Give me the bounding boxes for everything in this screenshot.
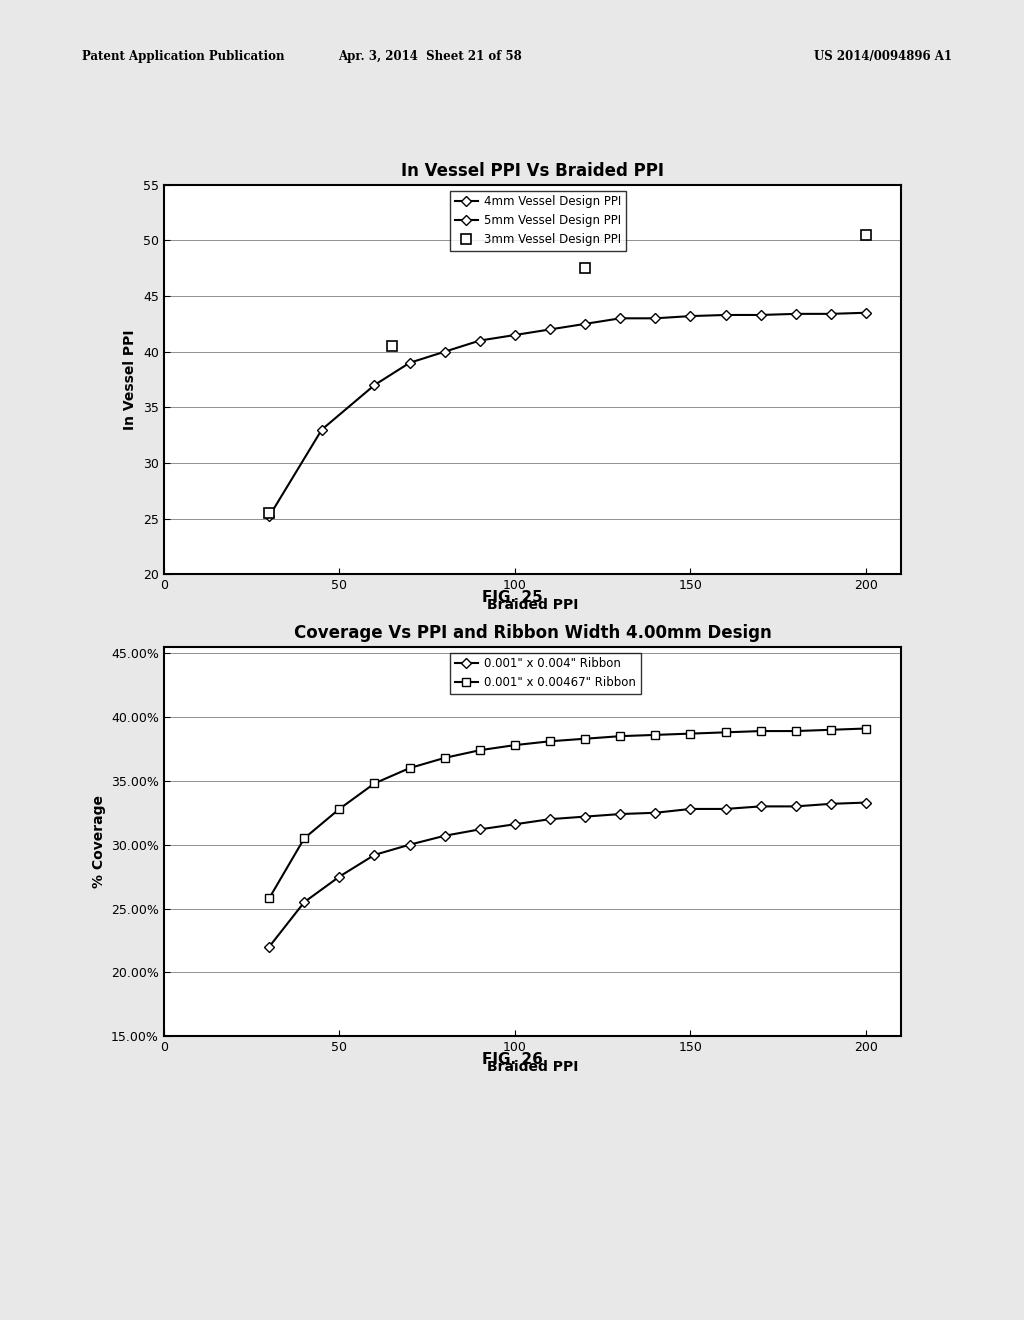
- 4mm Vessel Design PPI: [720, 308, 732, 323]
- 0.001" x 0.00467" Ribbon: [333, 801, 345, 817]
- X-axis label: Braided PPI: Braided PPI: [486, 598, 579, 611]
- 4mm Vessel Design PPI: [649, 310, 662, 326]
- 4mm Vessel Design PPI: [474, 333, 486, 348]
- 4mm Vessel Design PPI: [369, 378, 381, 393]
- Text: FIG. 25: FIG. 25: [481, 590, 543, 605]
- 3mm Vessel Design PPI: [579, 260, 591, 276]
- Text: Apr. 3, 2014  Sheet 21 of 58: Apr. 3, 2014 Sheet 21 of 58: [338, 50, 522, 63]
- 4mm Vessel Design PPI: [824, 306, 837, 322]
- 4mm Vessel Design PPI: [860, 305, 872, 321]
- Text: FIG. 26: FIG. 26: [481, 1052, 543, 1067]
- 0.001" x 0.00467" Ribbon: [614, 729, 627, 744]
- 0.001" x 0.004" Ribbon: [614, 807, 627, 822]
- 3mm Vessel Design PPI: [386, 338, 398, 354]
- 4mm Vessel Design PPI: [614, 310, 627, 326]
- Legend: 0.001" x 0.004" Ribbon, 0.001" x 0.00467" Ribbon: 0.001" x 0.004" Ribbon, 0.001" x 0.00467…: [450, 652, 641, 694]
- 0.001" x 0.004" Ribbon: [684, 801, 696, 817]
- 0.001" x 0.004" Ribbon: [579, 809, 591, 825]
- 4mm Vessel Design PPI: [509, 327, 521, 343]
- Y-axis label: In Vessel PPI: In Vessel PPI: [124, 329, 137, 430]
- Text: US 2014/0094896 A1: US 2014/0094896 A1: [814, 50, 952, 63]
- 0.001" x 0.00467" Ribbon: [474, 742, 486, 758]
- Line: 3mm Vessel Design PPI: 3mm Vessel Design PPI: [264, 230, 870, 517]
- 0.001" x 0.00467" Ribbon: [684, 726, 696, 742]
- 0.001" x 0.004" Ribbon: [298, 894, 310, 909]
- 4mm Vessel Design PPI: [544, 322, 556, 338]
- 0.001" x 0.00467" Ribbon: [649, 727, 662, 743]
- 4mm Vessel Design PPI: [755, 308, 767, 323]
- 0.001" x 0.00467" Ribbon: [369, 775, 381, 791]
- 0.001" x 0.004" Ribbon: [720, 801, 732, 817]
- 0.001" x 0.004" Ribbon: [369, 847, 381, 863]
- 0.001" x 0.004" Ribbon: [263, 939, 275, 954]
- 3mm Vessel Design PPI: [860, 227, 872, 243]
- 0.001" x 0.00467" Ribbon: [403, 760, 416, 776]
- 0.001" x 0.00467" Ribbon: [438, 750, 451, 766]
- 4mm Vessel Design PPI: [403, 355, 416, 371]
- Line: 0.001" x 0.004" Ribbon: 0.001" x 0.004" Ribbon: [265, 799, 869, 950]
- X-axis label: Braided PPI: Braided PPI: [486, 1060, 579, 1073]
- 0.001" x 0.004" Ribbon: [403, 837, 416, 853]
- 0.001" x 0.004" Ribbon: [790, 799, 802, 814]
- 4mm Vessel Design PPI: [790, 306, 802, 322]
- Line: 4mm Vessel Design PPI: 4mm Vessel Design PPI: [265, 309, 869, 520]
- Line: 0.001" x 0.00467" Ribbon: 0.001" x 0.00467" Ribbon: [265, 725, 870, 903]
- 0.001" x 0.004" Ribbon: [333, 869, 345, 884]
- 0.001" x 0.004" Ribbon: [509, 816, 521, 832]
- 0.001" x 0.004" Ribbon: [544, 812, 556, 828]
- 4mm Vessel Design PPI: [315, 421, 328, 437]
- Legend: 4mm Vessel Design PPI, 5mm Vessel Design PPI, 3mm Vessel Design PPI: 4mm Vessel Design PPI, 5mm Vessel Design…: [450, 190, 626, 251]
- Title: In Vessel PPI Vs Braided PPI: In Vessel PPI Vs Braided PPI: [401, 162, 664, 181]
- Y-axis label: % Coverage: % Coverage: [91, 795, 105, 888]
- 0.001" x 0.00467" Ribbon: [263, 891, 275, 907]
- 0.001" x 0.00467" Ribbon: [544, 734, 556, 750]
- 0.001" x 0.00467" Ribbon: [720, 725, 732, 741]
- 0.001" x 0.00467" Ribbon: [790, 723, 802, 739]
- 4mm Vessel Design PPI: [263, 508, 275, 524]
- 0.001" x 0.00467" Ribbon: [509, 737, 521, 752]
- 0.001" x 0.00467" Ribbon: [860, 721, 872, 737]
- 0.001" x 0.004" Ribbon: [438, 828, 451, 843]
- 0.001" x 0.004" Ribbon: [755, 799, 767, 814]
- 0.001" x 0.004" Ribbon: [860, 795, 872, 810]
- 0.001" x 0.00467" Ribbon: [579, 731, 591, 747]
- Title: Coverage Vs PPI and Ribbon Width 4.00mm Design: Coverage Vs PPI and Ribbon Width 4.00mm …: [294, 624, 771, 643]
- 0.001" x 0.00467" Ribbon: [755, 723, 767, 739]
- 0.001" x 0.004" Ribbon: [824, 796, 837, 812]
- 0.001" x 0.004" Ribbon: [649, 805, 662, 821]
- 3mm Vessel Design PPI: [263, 506, 275, 521]
- 4mm Vessel Design PPI: [579, 315, 591, 331]
- 4mm Vessel Design PPI: [438, 343, 451, 359]
- 0.001" x 0.00467" Ribbon: [824, 722, 837, 738]
- 4mm Vessel Design PPI: [684, 308, 696, 323]
- 0.001" x 0.00467" Ribbon: [298, 830, 310, 846]
- Text: Patent Application Publication: Patent Application Publication: [82, 50, 285, 63]
- 0.001" x 0.004" Ribbon: [474, 821, 486, 837]
